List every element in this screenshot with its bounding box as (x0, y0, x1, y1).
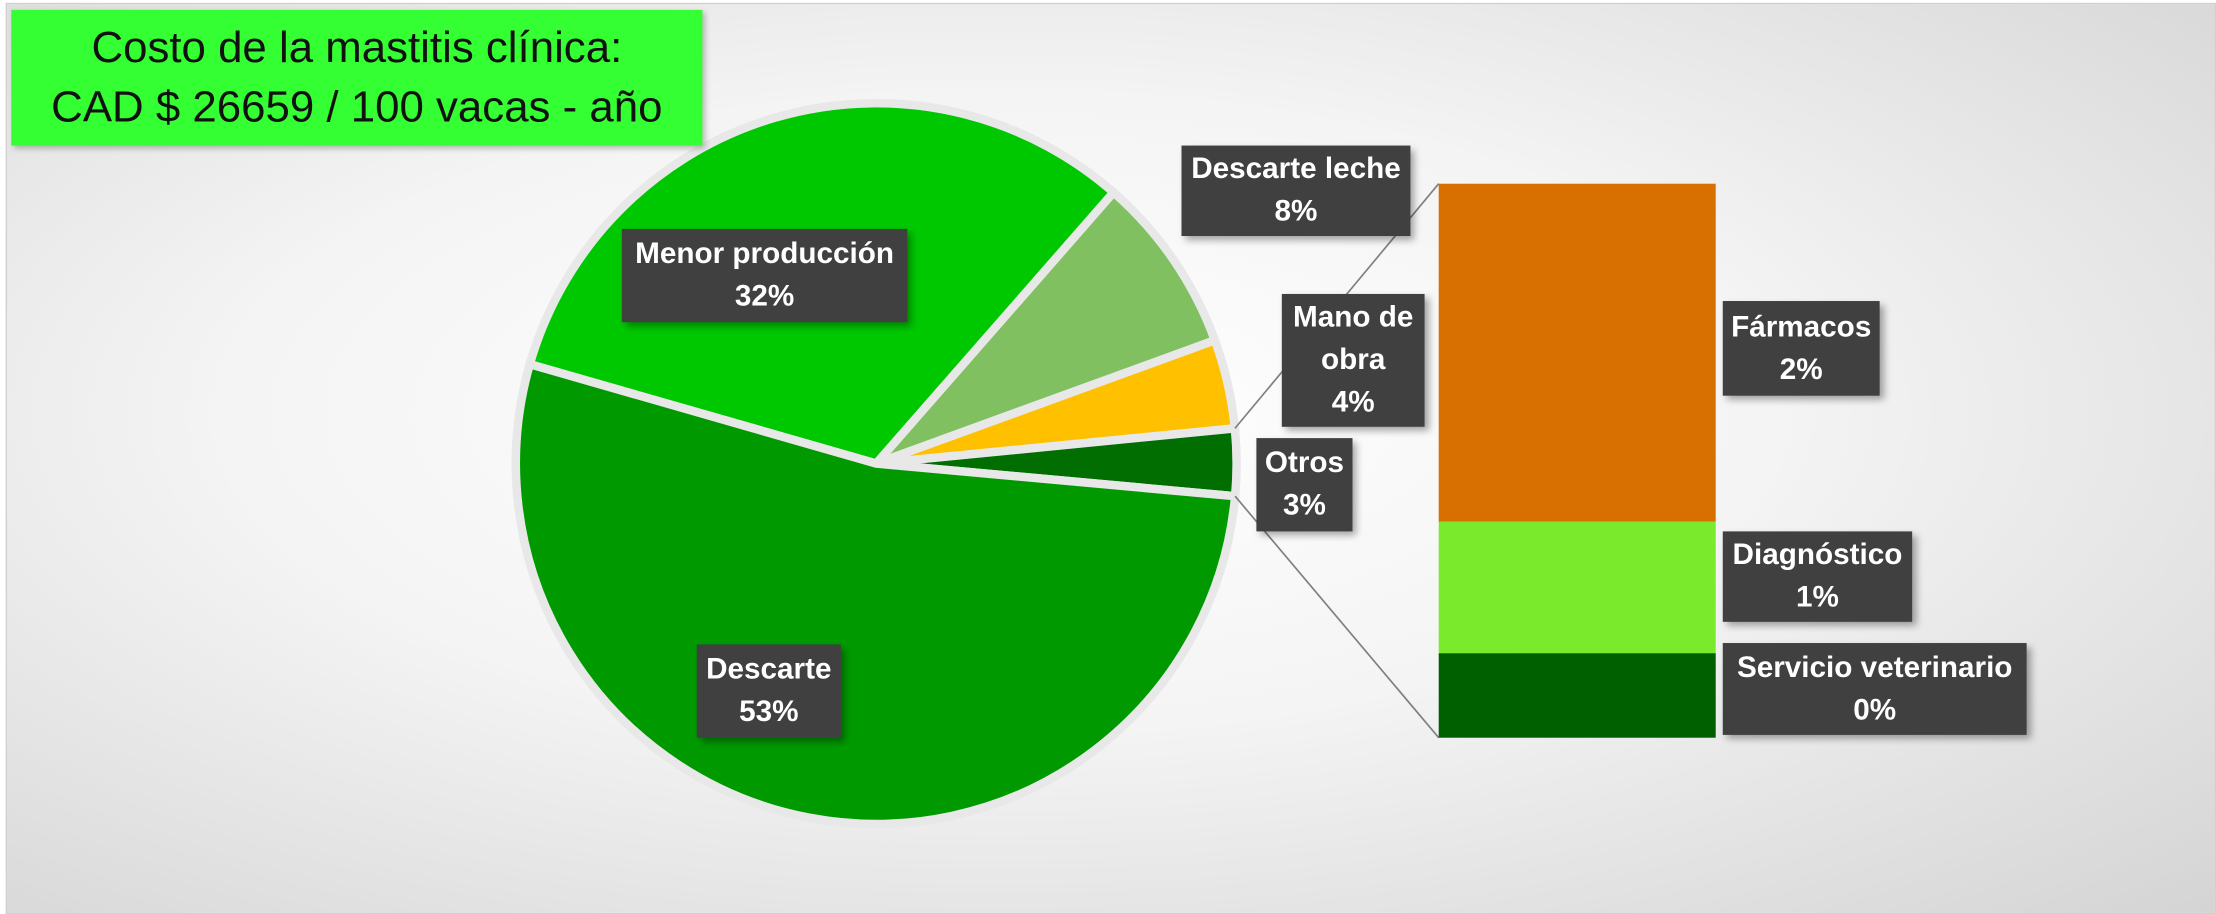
label-value: 8% (1274, 195, 1318, 228)
label-value: 0% (1853, 693, 1897, 726)
chart-title: Costo de la mastitis clínica: CAD $ 2665… (11, 9, 703, 146)
label-category: Otros (1264, 446, 1345, 480)
bar-label: Fármacos 2% (1722, 301, 1880, 396)
bar-label: Diagnóstico 1% (1722, 531, 1913, 622)
label-value: 1% (1796, 580, 1839, 614)
slice-label: Mano de obra 4% (1281, 293, 1425, 427)
bar-segment (1438, 521, 1716, 654)
label-value: 53% (739, 695, 799, 728)
pie-slice (873, 186, 1221, 468)
label-value: 4% (1331, 385, 1375, 419)
connector (1234, 495, 1440, 739)
title-line: Costo de la mastitis clínica: (91, 22, 623, 73)
title-line: CAD $ 26659 / 100 vacas - año (51, 81, 663, 132)
label-category: Descarte leche (1191, 152, 1401, 186)
pie-slice (511, 358, 1240, 829)
bar-segment (1438, 183, 1716, 522)
label-category: Descarte (706, 652, 832, 686)
label-value: 2% (1779, 352, 1823, 386)
bar-label: Servicio veterinario 0% (1722, 643, 2027, 735)
label-category: Diagnóstico (1732, 538, 1903, 571)
label-category: Fármacos (1731, 310, 1872, 343)
slice-label: Menor producción 32% (621, 228, 908, 323)
slice-label: Descarte leche 8% (1181, 145, 1411, 237)
label-category: Menor producción (635, 237, 895, 270)
label-value: 3% (1282, 488, 1326, 522)
bar-segment (1438, 653, 1716, 738)
slice-label: Otros 3% (1256, 438, 1353, 532)
label-category: Mano de obra (1293, 301, 1414, 376)
label-value: 32% (734, 279, 795, 313)
label-category: Servicio veterinario (1736, 650, 2013, 684)
slice-label: Descarte 53% (696, 644, 841, 738)
